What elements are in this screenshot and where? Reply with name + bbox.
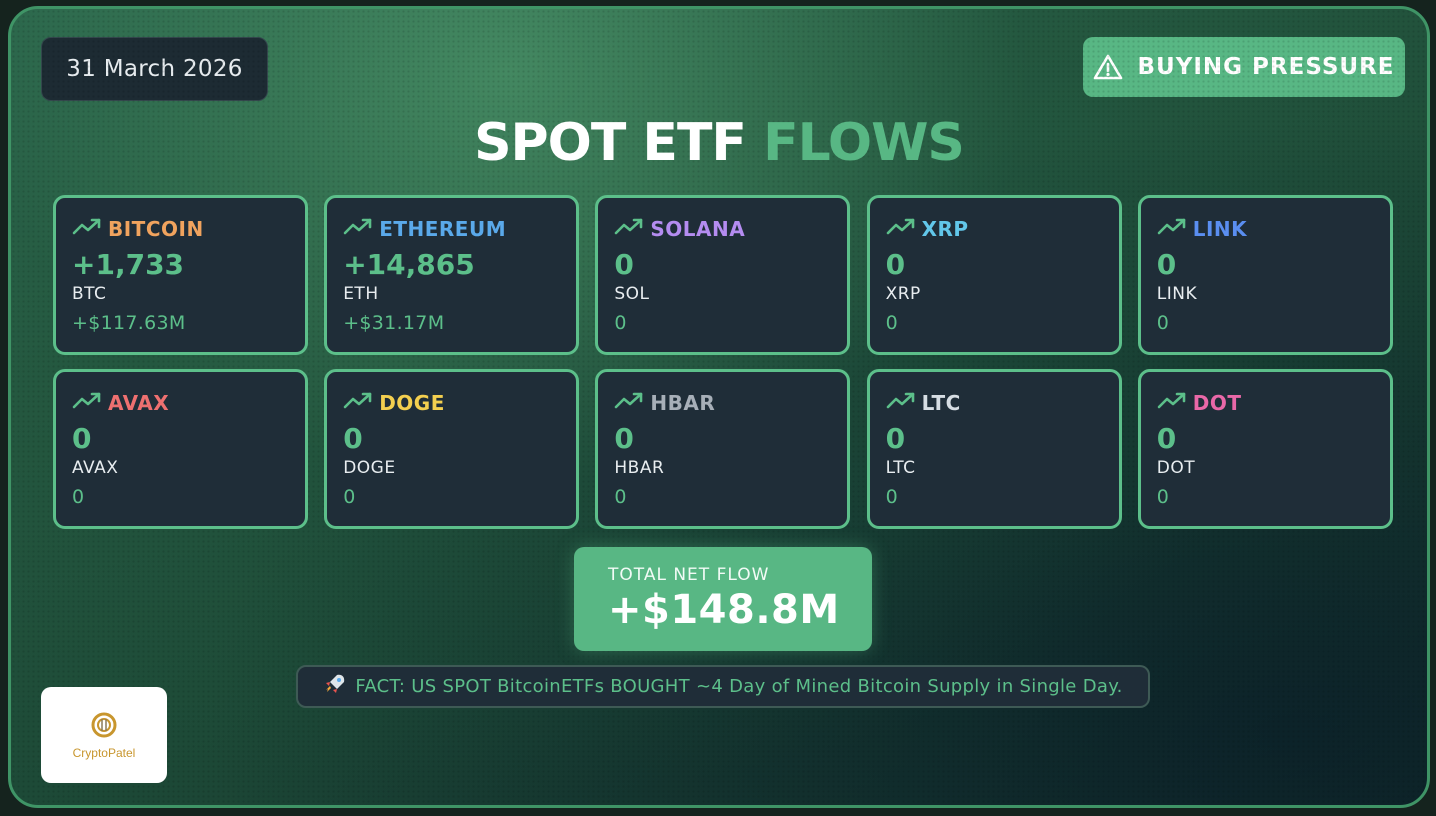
trending-up-icon xyxy=(614,391,644,415)
asset-unit: LINK xyxy=(1156,284,1198,304)
asset-unit: XRP xyxy=(885,284,921,304)
card-header: AVAX xyxy=(72,388,289,418)
trending-up-icon xyxy=(886,217,916,241)
card-header: DOGE xyxy=(343,388,560,418)
asset-name: LTC xyxy=(921,391,961,415)
card-header: DOT xyxy=(1157,388,1374,418)
asset-grid: BITCOIN +1,733 BTC +$117.63M ETHEREUM +1… xyxy=(53,195,1393,529)
date-text: 31 March 2026 xyxy=(66,56,243,82)
asset-name: SOLANA xyxy=(650,217,746,241)
asset-unit: HBAR xyxy=(614,458,665,478)
asset-amount: 0 xyxy=(343,422,363,455)
total-value: +$148.8M xyxy=(608,587,840,633)
rocket-icon xyxy=(323,672,347,701)
asset-name: DOGE xyxy=(379,391,445,415)
asset-unit: BTC xyxy=(72,284,107,304)
asset-amount: 0 xyxy=(614,422,634,455)
trending-up-icon xyxy=(72,217,102,241)
card-header: HBAR xyxy=(614,388,831,418)
asset-usd-flow: 0 xyxy=(1156,486,1170,508)
asset-card-avax: AVAX 0 AVAX 0 xyxy=(53,369,308,529)
trending-up-icon xyxy=(1157,391,1187,415)
asset-name: LINK xyxy=(1192,217,1248,241)
asset-card-ltc: LTC 0 LTC 0 xyxy=(866,369,1122,529)
asset-card-dot: DOT 0 DOT 0 xyxy=(1137,369,1393,529)
card-header: LTC xyxy=(886,388,1103,418)
asset-usd-flow: 0 xyxy=(885,486,898,508)
trending-up-icon xyxy=(343,217,373,241)
asset-unit: AVAX xyxy=(72,458,119,478)
asset-name: XRP xyxy=(921,217,969,241)
page-title: SPOT ETF FLOWS xyxy=(11,113,1427,173)
asset-usd-flow: 0 xyxy=(343,486,356,508)
asset-unit: LTC xyxy=(885,458,916,478)
card-header: ETHEREUM xyxy=(343,214,560,244)
asset-card-hbar: HBAR 0 HBAR 0 xyxy=(595,369,851,529)
asset-unit: ETH xyxy=(343,284,379,304)
trending-up-icon xyxy=(886,391,916,415)
asset-amount: 0 xyxy=(885,422,906,455)
flows-panel: 31 March 2026 BUYING PRESSURE SPOT ETF F… xyxy=(8,6,1430,808)
asset-unit: DOGE xyxy=(343,458,396,478)
asset-usd-flow: 0 xyxy=(614,486,627,508)
asset-unit: DOT xyxy=(1156,458,1196,478)
asset-usd-flow: 0 xyxy=(614,312,627,334)
asset-amount: +1,733 xyxy=(72,248,185,281)
asset-unit: SOL xyxy=(614,284,650,304)
asset-card-xrp: XRP 0 XRP 0 xyxy=(866,195,1122,355)
logo-icon xyxy=(89,710,119,744)
asset-usd-flow: +$31.17M xyxy=(343,312,445,334)
fact-banner: FACT: US SPOT BitcoinETFs BOUGHT ~4 Day … xyxy=(296,665,1150,708)
asset-usd-flow: +$117.63M xyxy=(72,312,186,334)
fact-text: FACT: US SPOT BitcoinETFs BOUGHT ~4 Day … xyxy=(355,676,1123,697)
card-header: SOLANA xyxy=(614,214,831,244)
asset-card-doge: DOGE 0 DOGE 0 xyxy=(324,369,580,529)
asset-usd-flow: 0 xyxy=(1156,312,1170,334)
warning-icon xyxy=(1093,53,1123,81)
trending-up-icon xyxy=(343,391,373,415)
asset-name: ETHEREUM xyxy=(379,217,507,241)
logo: CryptoPatel xyxy=(41,687,167,783)
card-header: XRP xyxy=(886,214,1103,244)
logo-text: CryptoPatel xyxy=(72,746,136,760)
asset-amount: +14,865 xyxy=(343,248,475,281)
asset-amount: 0 xyxy=(885,248,906,281)
asset-name: BITCOIN xyxy=(108,217,204,241)
asset-card-eth: ETHEREUM +14,865 ETH +$31.17M xyxy=(324,195,580,355)
asset-name: DOT xyxy=(1192,391,1242,415)
asset-amount: 0 xyxy=(614,248,634,281)
status-badge: BUYING PRESSURE xyxy=(1083,37,1405,97)
trending-up-icon xyxy=(72,391,102,415)
total-label: TOTAL NET FLOW xyxy=(608,565,770,585)
card-header: LINK xyxy=(1157,214,1374,244)
asset-card-sol: SOLANA 0 SOL 0 xyxy=(595,195,851,355)
status-badge-label: BUYING PRESSURE xyxy=(1137,54,1395,80)
card-header: BITCOIN xyxy=(72,214,289,244)
asset-card-link: LINK 0 LINK 0 xyxy=(1137,195,1393,355)
asset-usd-flow: 0 xyxy=(72,486,85,508)
title-green: FLOWS xyxy=(763,113,965,173)
asset-name: HBAR xyxy=(650,391,716,415)
title-white: SPOT ETF xyxy=(474,113,747,173)
asset-amount: 0 xyxy=(1156,248,1177,281)
asset-amount: 0 xyxy=(72,422,92,455)
trending-up-icon xyxy=(614,217,644,241)
total-net-flow: TOTAL NET FLOW +$148.8M xyxy=(574,547,872,651)
asset-usd-flow: 0 xyxy=(885,312,898,334)
asset-card-btc: BITCOIN +1,733 BTC +$117.63M xyxy=(53,195,308,355)
date-badge: 31 March 2026 xyxy=(41,37,268,101)
asset-amount: 0 xyxy=(1156,422,1177,455)
asset-name: AVAX xyxy=(108,391,170,415)
trending-up-icon xyxy=(1157,217,1187,241)
